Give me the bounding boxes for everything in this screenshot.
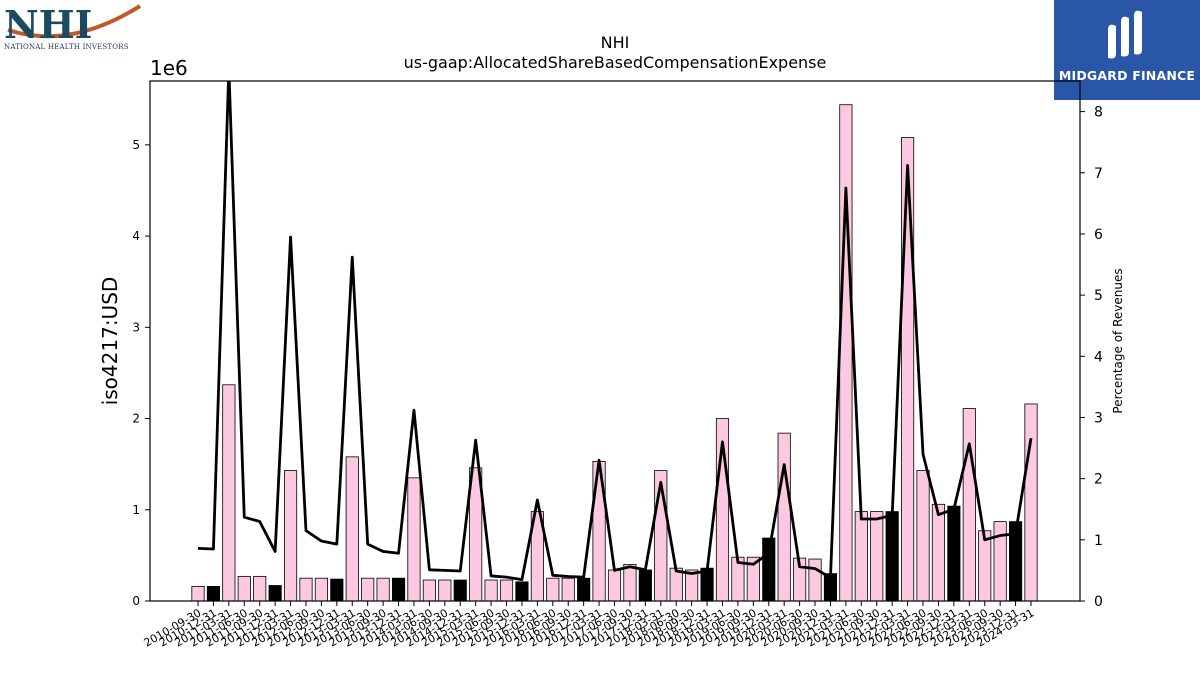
bar: [422, 579, 436, 601]
y-tick-label: 5: [132, 138, 140, 152]
y2-tick-label: 4: [1094, 349, 1103, 365]
bar: [1009, 521, 1023, 601]
bar: [623, 564, 637, 601]
bar: [191, 586, 205, 601]
bar: [993, 521, 1007, 601]
bar: [268, 585, 282, 601]
y-tick-label: 4: [132, 229, 140, 243]
y2-tick-label: 7: [1094, 166, 1103, 182]
y2-tick-label: 1: [1094, 533, 1103, 549]
bar: [839, 104, 853, 601]
chart-title-line1: NHI: [601, 33, 630, 52]
y2-tick-label: 5: [1094, 288, 1103, 304]
bar: [206, 586, 220, 601]
nhi-logo-caption: NATIONAL HEALTH INVESTORS: [4, 43, 129, 51]
y2-tick-label: 8: [1094, 105, 1103, 121]
bar: [916, 470, 930, 601]
bar: [237, 575, 251, 601]
bar: [407, 477, 421, 601]
bar: [330, 578, 344, 601]
percentage-line: [197, 81, 1033, 581]
bar: [222, 384, 236, 601]
y2-tick-label: 6: [1094, 227, 1103, 243]
bar: [577, 577, 591, 601]
y2-tick-label: 0: [1094, 594, 1103, 610]
y-axis-label: iso4217:USD: [98, 277, 122, 406]
bar: [484, 579, 498, 601]
chart-title-line2: us-gaap:AllocatedShareBasedCompensationE…: [404, 53, 827, 72]
bar: [854, 511, 868, 601]
nhi-logo-mark: NHI: [4, 2, 142, 47]
y-tick-label: 1: [132, 503, 140, 517]
bar: [376, 577, 390, 601]
y-tick-label: 0: [132, 594, 140, 608]
bar: [361, 577, 375, 601]
y2-axis-label: Percentage of Revenues: [1111, 268, 1125, 413]
bar: [931, 503, 946, 601]
bar: [901, 137, 915, 601]
midgard-finance-logo: MIDGARD FINANCE: [1054, 0, 1200, 100]
bar: [546, 577, 560, 601]
bar: [962, 408, 976, 601]
bar: [515, 581, 529, 601]
bar: [438, 579, 452, 601]
bar: [530, 511, 544, 601]
bar: [299, 577, 313, 601]
bar: [283, 470, 298, 601]
bar: [314, 577, 328, 601]
bar: [777, 432, 791, 601]
bar: [885, 511, 899, 601]
bar: [345, 456, 359, 601]
bar: [1024, 403, 1038, 601]
nhi-logo: NHI NATIONAL HEALTH INVESTORS: [0, 0, 150, 58]
bar: [746, 556, 760, 601]
y-tick-label: 2: [132, 412, 140, 426]
bar: [947, 505, 961, 601]
nhi-logo-text: NHI: [4, 2, 92, 47]
midgard-finance-label: MIDGARD FINANCE: [1058, 68, 1196, 83]
plot-area: 0 1 2 3 4 5 0 1 2 3 4 5 6 7 8 1e6 iso4217:USD Percentage …: [98, 56, 1125, 650]
bar: [253, 575, 267, 601]
bar: [453, 579, 467, 601]
bar: [808, 558, 822, 601]
bar: [499, 579, 514, 601]
midgard-mark-icon: [1108, 10, 1142, 59]
bar: [561, 577, 575, 601]
y-tick-label: 3: [132, 320, 140, 334]
bar: [607, 569, 622, 601]
plot-marks: [191, 81, 1038, 601]
bar: [391, 577, 406, 601]
y-offset-label: 1e6: [150, 56, 188, 80]
bar: [978, 530, 992, 601]
bar: [469, 467, 483, 601]
bar: [638, 569, 652, 601]
y2-tick-label: 3: [1094, 410, 1103, 426]
y2-tick-label: 2: [1094, 472, 1103, 488]
bar: [870, 511, 884, 601]
